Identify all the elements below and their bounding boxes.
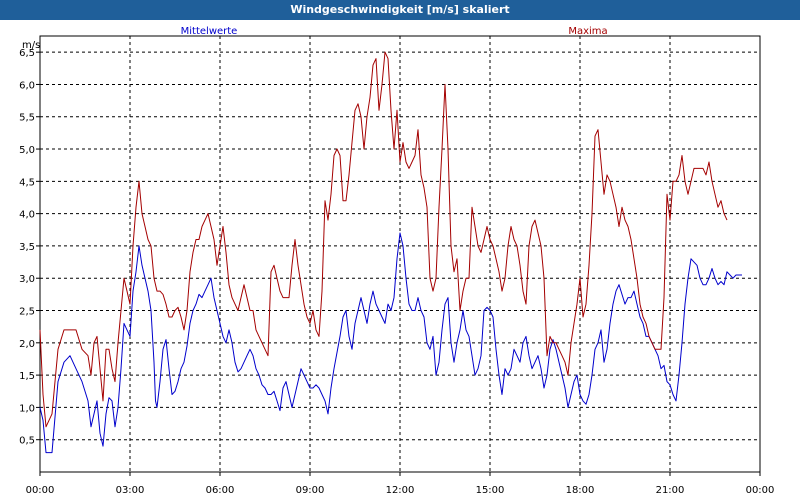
x-tick-time: 18:00 xyxy=(566,485,595,496)
series-line-mittelwerte xyxy=(39,232,742,454)
y-tick-label: 1,5 xyxy=(19,371,35,382)
x-tick-time: 09:00 xyxy=(296,485,325,496)
y-tick-label: 4,0 xyxy=(19,210,35,221)
x-axis-ticks: 00:0019.07.1803:0019.07.1806:0019.07.180… xyxy=(26,472,775,496)
y-tick-label: 3,5 xyxy=(19,242,35,253)
y-tick-label: 2,0 xyxy=(19,339,35,350)
y-tick-label: 3,0 xyxy=(19,274,35,285)
x-tick-time: 00:00 xyxy=(746,485,775,496)
window-title: Windgeschwindigkeit [m/s] skaliert xyxy=(0,0,800,20)
y-axis-unit: m/s xyxy=(22,40,40,51)
y-tick-label: 2,5 xyxy=(19,307,35,318)
y-tick-label: 1,0 xyxy=(19,403,35,414)
x-tick-time: 15:00 xyxy=(476,485,505,496)
legend-mittelwerte: Mittelwerte xyxy=(181,26,238,37)
y-tick-label: 5,0 xyxy=(19,145,35,156)
y-tick-label: 6,5 xyxy=(19,48,35,59)
x-tick-time: 03:00 xyxy=(116,485,145,496)
y-axis-ticks: 0,5 1,0 1,5 2,0 2,5 3,0 3,5 4,0 4,5 5,0 5,5 6,0 6,5 xyxy=(19,48,40,447)
wind-speed-chart: 0,51,01,52,02,53,03,54,04,55,05,56,06,5 … xyxy=(19,26,775,496)
x-tick-time: 12:00 xyxy=(386,485,415,496)
x-tick-time: 00:00 xyxy=(26,485,55,496)
y-tick-label: 0,5 xyxy=(19,436,35,447)
y-tick-label: 5,5 xyxy=(19,113,35,124)
x-tick-time: 06:00 xyxy=(206,485,235,496)
x-tick-time: 21:00 xyxy=(656,485,685,496)
y-tick-label: 4,5 xyxy=(19,177,35,188)
y-tick-label: 6,0 xyxy=(19,80,35,91)
grid-lines xyxy=(40,36,760,472)
series-lines xyxy=(39,51,742,454)
legend-maxima: Maxima xyxy=(568,26,607,37)
series-line-maxima xyxy=(39,51,728,428)
